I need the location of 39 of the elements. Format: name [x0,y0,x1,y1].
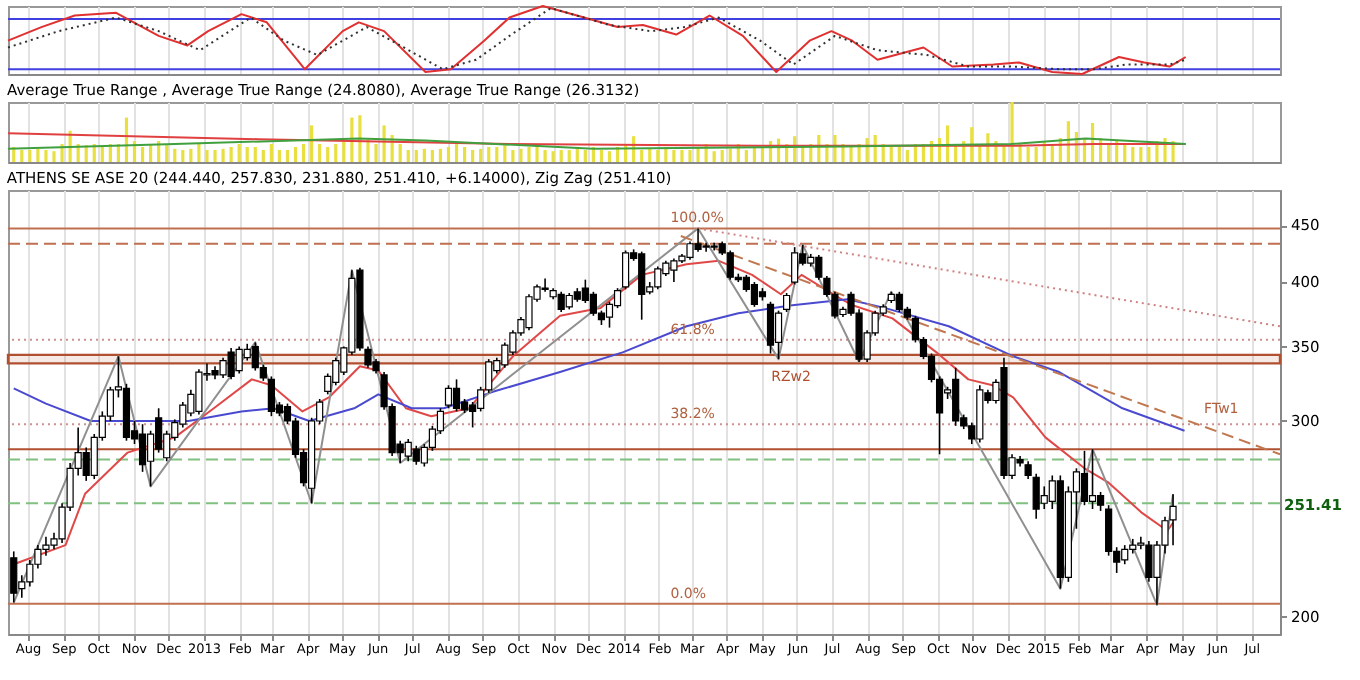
candlestick [444,384,453,410]
candlestick [638,250,646,321]
candlestick [1080,450,1089,506]
candlestick [750,281,759,308]
candlestick [412,444,420,466]
candlestick [783,292,791,313]
candlestick [1145,540,1153,583]
candlestick [1032,472,1040,520]
candlestick [589,291,597,317]
candlestick [155,407,163,454]
candlestick [622,249,630,291]
candlestick [541,277,549,293]
candlestick [670,257,678,283]
candlestick [235,345,243,375]
candlestick [895,291,903,313]
candlestick [452,378,461,413]
candlestick [195,368,203,416]
candlestick [791,246,799,286]
candlestick [694,227,702,253]
candlestick [267,375,275,417]
candlestick [726,249,734,281]
candlestick [1096,491,1105,512]
candlestick [1105,504,1113,557]
candlestick [138,423,147,473]
line-series [12,227,1175,606]
candlestick [404,438,412,463]
candlestick [774,309,783,360]
candlestick [654,265,662,291]
candlestick [1088,448,1097,510]
line-series [12,298,1186,432]
candlestick [251,341,259,372]
candlestick [557,291,565,313]
candlestick [1121,544,1129,566]
candlestick [766,300,775,355]
candlestick [952,366,960,427]
candlestick [227,347,235,381]
candlestick [10,550,18,604]
candlestick [219,356,227,379]
candlestick [1169,493,1177,547]
